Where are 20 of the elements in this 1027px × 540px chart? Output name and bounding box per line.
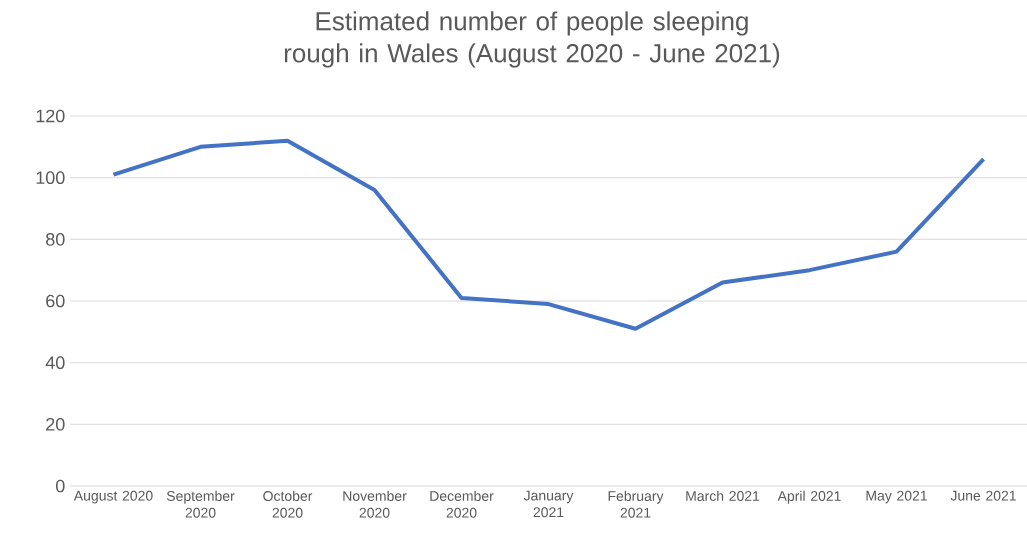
x-tick-label: August 2020 [73, 490, 153, 504]
x-tick-label: October 2020 [263, 490, 313, 518]
x-tick-label: November 2020 [343, 490, 407, 518]
y-tick-label: 80 [46, 232, 65, 246]
x-tick-label: December 2020 [430, 490, 494, 518]
y-tick-label: 100 [36, 171, 65, 185]
x-tick-label: September 2020 [166, 490, 235, 518]
y-tick-label: 0 [55, 479, 65, 493]
y-tick-label: 120 [36, 109, 65, 123]
line-series [111, 138, 986, 331]
y-tick-label: 20 [46, 417, 65, 431]
x-tick-label: June 2021 [950, 490, 1016, 501]
y-tick-label: 40 [45, 356, 65, 370]
x-tick-label: February 2021 [608, 490, 664, 518]
x-tick-label: May 2021 [866, 490, 927, 504]
x-tick-label: April 2021 [777, 490, 841, 504]
x-tick-label: March 2021 [686, 490, 760, 501]
y-tick-label: 60 [46, 294, 65, 308]
chart-title: Estimated number of people sleeping rough in Wales (August 2020 - June 2021) [284, 11, 780, 68]
x-tick-label: January 2021 [523, 490, 574, 518]
